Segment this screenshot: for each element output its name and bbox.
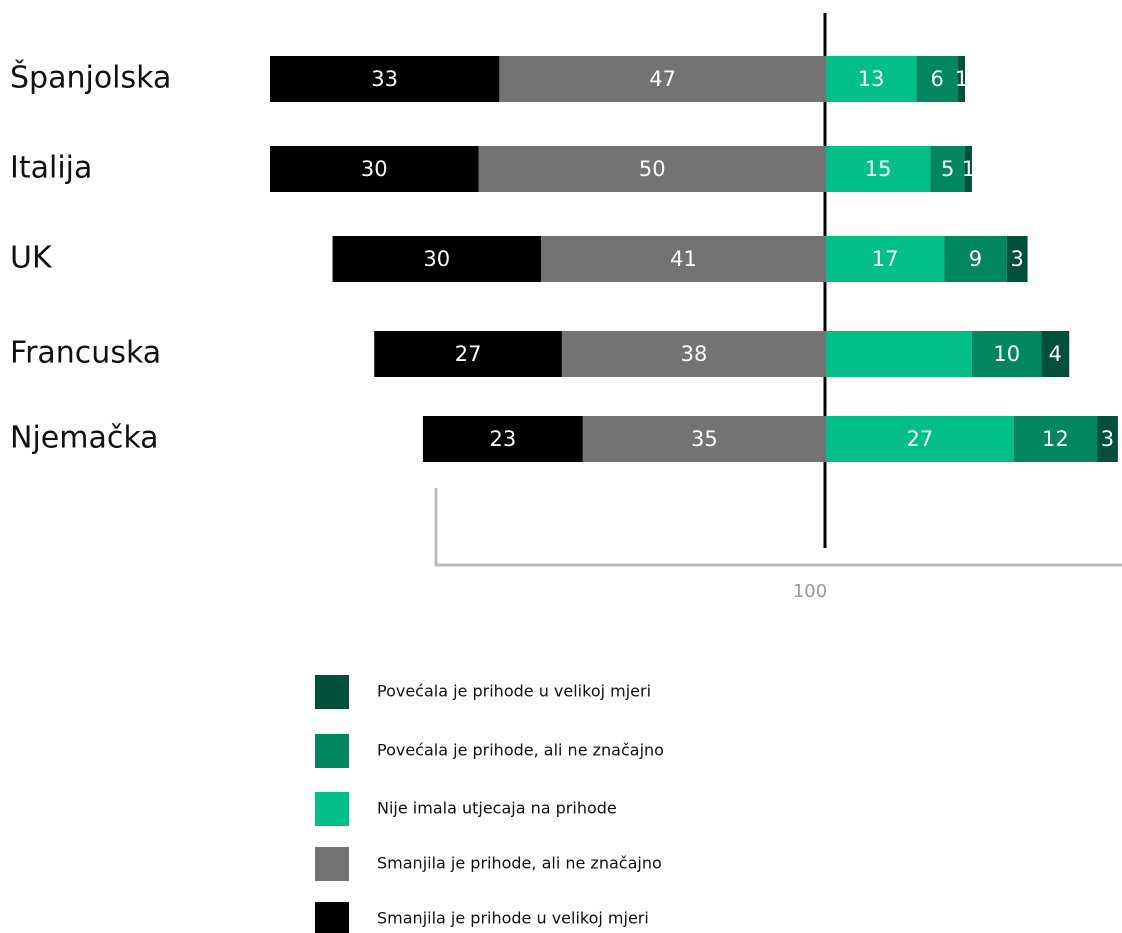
bar-segment xyxy=(499,56,826,102)
bar-segment xyxy=(422,416,583,462)
bar-segment xyxy=(826,146,931,192)
bar-segment xyxy=(478,146,826,192)
value-label: 15 xyxy=(865,157,892,181)
legend-swatch xyxy=(315,847,349,881)
category-label: Francuska xyxy=(10,336,161,371)
value-label: 50 xyxy=(639,157,666,181)
legend-swatch xyxy=(315,792,349,826)
bar-segment xyxy=(1097,416,1118,462)
value-label: 3 xyxy=(1010,247,1023,271)
value-label: 12 xyxy=(1042,427,1069,451)
bar-segment xyxy=(582,416,826,462)
value-label: 13 xyxy=(858,67,885,91)
value-label: 1 xyxy=(962,157,975,181)
bar-segment xyxy=(541,236,826,282)
value-label: 17 xyxy=(872,247,899,271)
value-label: 38 xyxy=(681,342,708,366)
value-label: 33 xyxy=(371,67,398,91)
bar-segment xyxy=(965,146,972,192)
legend-swatch xyxy=(315,675,349,709)
bar-segment xyxy=(826,331,972,377)
category-label: UK xyxy=(10,241,53,276)
bar-segment xyxy=(270,146,479,192)
value-label: 1 xyxy=(955,67,968,91)
bar-segment xyxy=(944,236,1007,282)
bar-segment xyxy=(1013,416,1098,462)
bar-segment xyxy=(374,331,562,377)
legend-label: Smanjila je prihode, ali ne značajno xyxy=(377,854,662,873)
category-label: Njemačka xyxy=(10,421,159,456)
legend-label: Nije imala utjecaja na prihode xyxy=(377,799,617,818)
value-label: 30 xyxy=(361,157,388,181)
value-label: 41 xyxy=(670,247,697,271)
bar-segment xyxy=(561,331,826,377)
legend-label: Smanjila je prihode u velikoj mjeri xyxy=(377,909,649,928)
legend-label: Povećala je prihode, ali ne značajno xyxy=(377,741,664,760)
value-label: 9 xyxy=(969,247,982,271)
value-label: 27 xyxy=(906,427,933,451)
bar-segment xyxy=(826,416,1014,462)
axis-note: 100 xyxy=(793,581,827,602)
value-label: 27 xyxy=(455,342,482,366)
bar-segment xyxy=(930,146,965,192)
legend-swatch xyxy=(315,734,349,768)
axis-bracket xyxy=(434,488,1122,567)
legend-swatch xyxy=(315,902,349,933)
value-label: 30 xyxy=(423,247,450,271)
bar-segment xyxy=(1041,331,1070,377)
bar-segment xyxy=(332,236,542,282)
bar-segment xyxy=(971,331,1042,377)
category-label: Španjolska xyxy=(10,59,171,96)
value-label: 47 xyxy=(649,67,676,91)
value-label: 35 xyxy=(691,427,718,451)
value-label: 10 xyxy=(993,342,1020,366)
value-label: 6 xyxy=(931,67,944,91)
bar-segment xyxy=(1006,236,1028,282)
value-label: 5 xyxy=(941,157,954,181)
value-label: 23 xyxy=(489,427,516,451)
legend-label: Povećala je prihode u velikoj mjeri xyxy=(377,682,651,701)
bar-segment xyxy=(826,56,917,102)
bar-segment xyxy=(826,236,945,282)
value-label: 4 xyxy=(1049,342,1062,366)
value-label: 3 xyxy=(1101,427,1114,451)
bar-segment xyxy=(916,56,959,102)
bar-segment xyxy=(270,56,500,102)
category-label: Italija xyxy=(10,151,92,186)
bar-segment xyxy=(958,56,965,102)
